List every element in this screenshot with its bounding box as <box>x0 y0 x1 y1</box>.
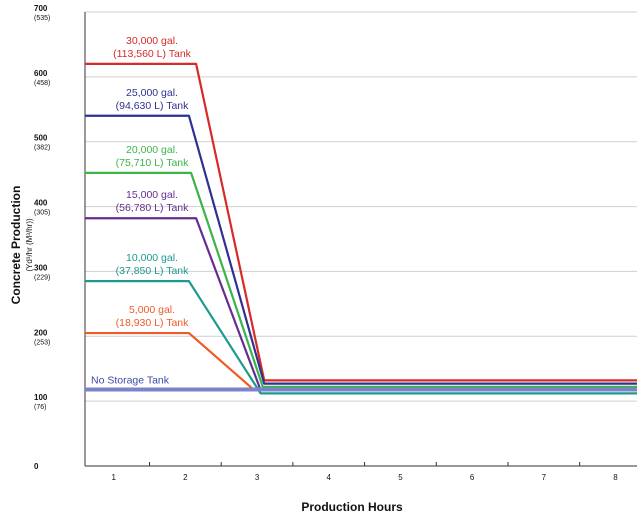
y-tick-label-7: 700 <box>34 4 48 13</box>
x-tick-label-1: 2 <box>183 473 188 482</box>
y-tick-sublabel-7: (535) <box>34 15 50 22</box>
series-label-2-line-1: 20,000 gal. <box>126 144 178 156</box>
y-tick-label-1: 100 <box>34 393 48 402</box>
y-axis-subtitle: (Yd³/hr (M³/hr)) <box>25 218 34 272</box>
x-tick-label-0: 1 <box>111 473 116 482</box>
series-label-6: No Storage Tank <box>91 374 170 386</box>
series-label-1-line-1: 25,000 gal. <box>126 87 178 99</box>
y-tick-sublabel-4: (305) <box>34 210 50 217</box>
x-tick-label-7: 8 <box>613 473 618 482</box>
y-tick-sublabel-1: (76) <box>34 404 46 411</box>
x-tick-label-2: 3 <box>255 473 260 482</box>
series-label-1-line-2: (94,630 L) Tank <box>116 100 190 112</box>
x-tick-label-4: 5 <box>398 473 403 482</box>
y-tick-label-4: 400 <box>34 199 48 208</box>
x-tick-label-6: 7 <box>542 473 547 482</box>
series-line-4 <box>85 280 637 395</box>
y-tick-label-0: 0 <box>34 462 39 471</box>
series-line-1 <box>85 114 637 385</box>
y-tick-label-6: 600 <box>34 69 48 78</box>
series-line-0 <box>85 62 637 382</box>
y-tick-label-3: 300 <box>34 263 48 272</box>
series-label-3-line-1: 15,000 gal. <box>126 189 178 201</box>
series-label-5-line-2: (18,930 L) Tank <box>116 317 190 329</box>
y-tick-sublabel-2: (253) <box>34 339 50 346</box>
series-label-4-line-2: (37,850 L) Tank <box>116 265 190 277</box>
series-label-2-line-2: (75,710 L) Tank <box>116 157 190 169</box>
y-tick-sublabel-5: (382) <box>34 145 50 152</box>
y-axis-title: Concrete Production <box>9 186 23 305</box>
x-tick-label-3: 4 <box>327 473 332 482</box>
series-line-2 <box>85 171 637 388</box>
series-label-5-line-1: 5,000 gal. <box>129 304 175 316</box>
series-label-3-line-2: (56,780 L) Tank <box>116 202 190 214</box>
y-tick-sublabel-3: (229) <box>34 274 50 281</box>
series-label-0-line-1: 30,000 gal. <box>126 35 178 47</box>
series-label-4-line-1: 10,000 gal. <box>126 252 178 264</box>
series-label-0-line-2: (113,560 L) Tank <box>113 48 192 60</box>
y-tick-label-5: 500 <box>34 134 48 143</box>
x-tick-label-5: 6 <box>470 473 475 482</box>
series-line-5 <box>85 331 255 391</box>
y-tick-label-2: 200 <box>34 328 48 337</box>
y-tick-sublabel-6: (458) <box>34 80 50 87</box>
x-axis-title: Production Hours <box>301 500 403 514</box>
